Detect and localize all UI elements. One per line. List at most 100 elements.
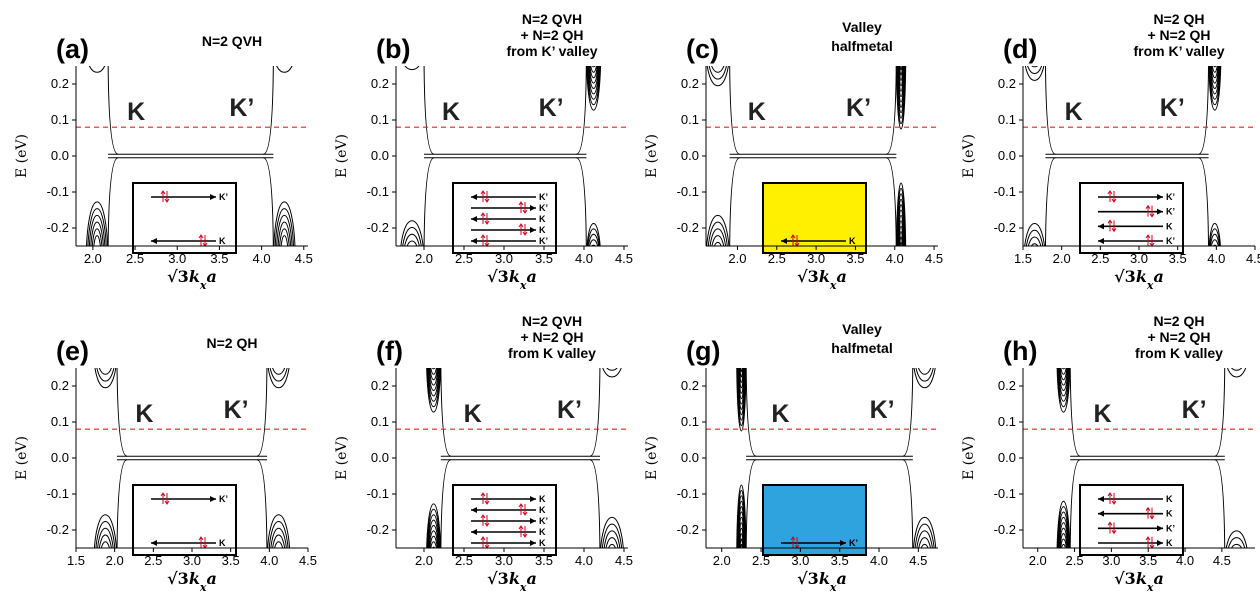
edge-connect bbox=[1069, 368, 1081, 457]
valence-band bbox=[898, 220, 904, 246]
conduction-band bbox=[94, 368, 117, 389]
valence-band bbox=[1213, 264, 1216, 288]
valence-band bbox=[273, 201, 296, 246]
y-tick-label: 0.1 bbox=[51, 112, 69, 127]
valence-band bbox=[1212, 244, 1217, 246]
conduction-band bbox=[898, 66, 904, 86]
edge-connect bbox=[729, 66, 740, 155]
x-axis-label-k: k bbox=[1136, 267, 1147, 286]
conduction-band bbox=[1058, 368, 1069, 391]
conduction-band bbox=[608, 343, 617, 350]
edge-channel-arrowhead bbox=[210, 496, 216, 502]
x-tick-label: 3.5 bbox=[831, 553, 849, 568]
edge-connect bbox=[116, 368, 128, 457]
valence-band bbox=[1209, 233, 1220, 246]
valence-band bbox=[1025, 230, 1044, 246]
conduction-band bbox=[1024, 66, 1045, 81]
y-tick-label: -0.1 bbox=[994, 486, 1016, 501]
conduction-band bbox=[924, 368, 925, 369]
conduction-band bbox=[1210, 66, 1220, 89]
valence-band bbox=[402, 227, 422, 246]
panel-title-line: Valley bbox=[842, 321, 882, 337]
x-tick-label: 2.5 bbox=[768, 251, 786, 266]
edge-channel-label: K bbox=[1166, 221, 1173, 231]
edge-connect bbox=[423, 66, 435, 155]
valence-band bbox=[741, 555, 743, 566]
edge-connect bbox=[256, 368, 268, 457]
edge-connect bbox=[107, 157, 119, 246]
edge-channel-label: K’ bbox=[539, 203, 548, 213]
y-axis-label: E (eV) bbox=[961, 134, 977, 178]
spin-arrow-icon bbox=[480, 234, 490, 247]
x-tick-label: 3.5 bbox=[535, 251, 553, 266]
valley-label-k: K bbox=[748, 98, 766, 126]
valence-band bbox=[277, 221, 292, 246]
x-tick-label: 3.0 bbox=[807, 251, 825, 266]
valence-band bbox=[272, 534, 286, 548]
edge-channel-label: K’ bbox=[539, 516, 548, 526]
conduction-band bbox=[1231, 368, 1243, 371]
edge-channel-label: K’ bbox=[539, 192, 548, 202]
x-axis-label: √3kxa bbox=[1114, 569, 1164, 594]
x-tick-label: 2.0 bbox=[1029, 553, 1047, 568]
spin-arrow-icon bbox=[1145, 234, 1155, 247]
y-tick-label: -0.2 bbox=[367, 220, 389, 235]
valence-band bbox=[605, 537, 619, 548]
x-axis-label-a: a bbox=[206, 569, 216, 588]
conduction-band bbox=[89, 48, 105, 59]
x-tick-label: 3.0 bbox=[495, 553, 513, 568]
conduction-band bbox=[92, 45, 103, 48]
valence-band bbox=[591, 264, 596, 283]
x-tick-label: 4.0 bbox=[260, 553, 278, 568]
y-tick-label: 0.2 bbox=[51, 76, 69, 91]
conduction-band bbox=[918, 368, 932, 375]
x-axis-label-k: k bbox=[1136, 569, 1147, 588]
spin-arrow-icon bbox=[790, 234, 800, 247]
valence-band bbox=[1058, 522, 1069, 548]
spin-arrow-icon bbox=[1107, 492, 1117, 505]
edge-channel-label: K bbox=[539, 225, 546, 235]
conduction-band bbox=[267, 368, 290, 389]
y-axis-label: E (eV) bbox=[334, 134, 350, 178]
y-tick-label: -0.2 bbox=[47, 220, 69, 235]
edge-connect bbox=[1198, 66, 1210, 155]
conduction-band bbox=[100, 350, 112, 361]
y-axis-label: E (eV) bbox=[334, 436, 350, 480]
y-tick-label: 0.2 bbox=[51, 378, 69, 393]
valence-band bbox=[86, 201, 109, 246]
valence-band bbox=[603, 530, 621, 548]
edge-connect bbox=[745, 459, 757, 548]
valence-band bbox=[90, 221, 104, 246]
edge-channel-arrowhead bbox=[530, 496, 536, 502]
valence-band bbox=[600, 517, 624, 548]
valence-band bbox=[93, 235, 101, 246]
x-axis-label-sub: x bbox=[519, 581, 527, 594]
x-axis-label: √3kxa bbox=[167, 267, 217, 292]
edge-connect bbox=[589, 368, 601, 457]
valence-band bbox=[601, 523, 623, 548]
edge-channel-label: K’ bbox=[1166, 236, 1175, 246]
panel-tag: (b) bbox=[376, 34, 410, 64]
conduction-band bbox=[428, 368, 439, 386]
y-tick-label: -0.2 bbox=[367, 522, 389, 537]
x-axis-label: √3kxa bbox=[167, 569, 217, 594]
conduction-band bbox=[273, 350, 285, 361]
edge-channel-label: K bbox=[1166, 509, 1173, 519]
y-tick-label: 0.1 bbox=[681, 112, 699, 127]
conduction-band bbox=[606, 368, 618, 371]
edge-connect bbox=[256, 459, 268, 548]
valence-band bbox=[1210, 239, 1219, 246]
valence-band bbox=[404, 233, 420, 246]
x-tick-label: 2.0 bbox=[713, 553, 731, 568]
spin-arrow-icon bbox=[790, 536, 800, 549]
valence-band bbox=[918, 537, 931, 548]
x-axis-label-a: a bbox=[836, 569, 846, 588]
conduction-band bbox=[1229, 350, 1244, 357]
x-tick-label: 4.0 bbox=[1176, 553, 1194, 568]
conduction-band bbox=[739, 368, 744, 383]
valence-band bbox=[1059, 533, 1068, 548]
y-tick-label: -0.1 bbox=[677, 184, 699, 199]
y-tick-label: 0.1 bbox=[371, 112, 389, 127]
conduction-band bbox=[430, 368, 437, 375]
x-axis-label-k: k bbox=[509, 569, 520, 588]
